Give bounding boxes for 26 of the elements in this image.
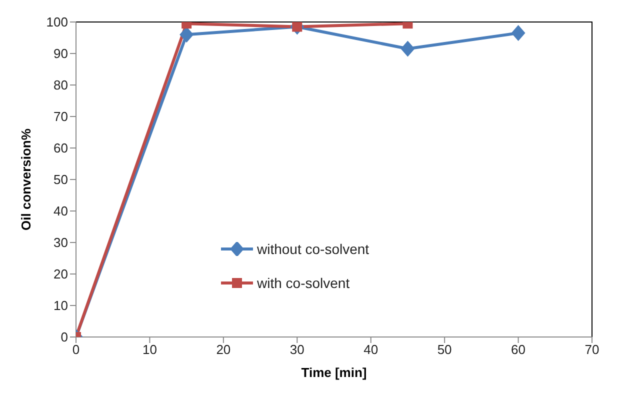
x-tick-label: 20 xyxy=(216,342,231,358)
y-axis-title: Oil conversion% xyxy=(18,128,34,230)
point xyxy=(180,26,194,43)
x-tick-label: 0 xyxy=(72,342,80,358)
x-tick-label: 60 xyxy=(511,342,526,358)
y-tick-label: 90 xyxy=(54,46,68,62)
y-tick-label: 50 xyxy=(54,172,68,188)
y-tick-label: 40 xyxy=(54,204,68,219)
x-tick-label: 30 xyxy=(290,342,304,358)
y-tick-label: 60 xyxy=(54,140,68,156)
x-tick-label: 50 xyxy=(437,342,452,358)
point xyxy=(400,40,415,57)
y-tick-label: 10 xyxy=(54,298,68,314)
x-axis-title: Time [min] xyxy=(301,365,367,380)
legend-label: with co-solvent xyxy=(257,275,350,291)
y-tick-label: 100 xyxy=(46,14,68,30)
x-tick-label: 70 xyxy=(584,342,600,358)
y-tick-label: 30 xyxy=(54,235,68,250)
y-tick-label: 20 xyxy=(54,266,68,282)
y-tick-label: 80 xyxy=(54,78,68,93)
point xyxy=(511,25,526,42)
y-tick-label: 70 xyxy=(54,109,68,124)
legend-label: without co-solvent xyxy=(257,241,370,257)
x-tick-label: 40 xyxy=(364,342,378,358)
x-tick-label: 10 xyxy=(142,342,157,358)
y-tick-label: 0 xyxy=(60,330,68,345)
